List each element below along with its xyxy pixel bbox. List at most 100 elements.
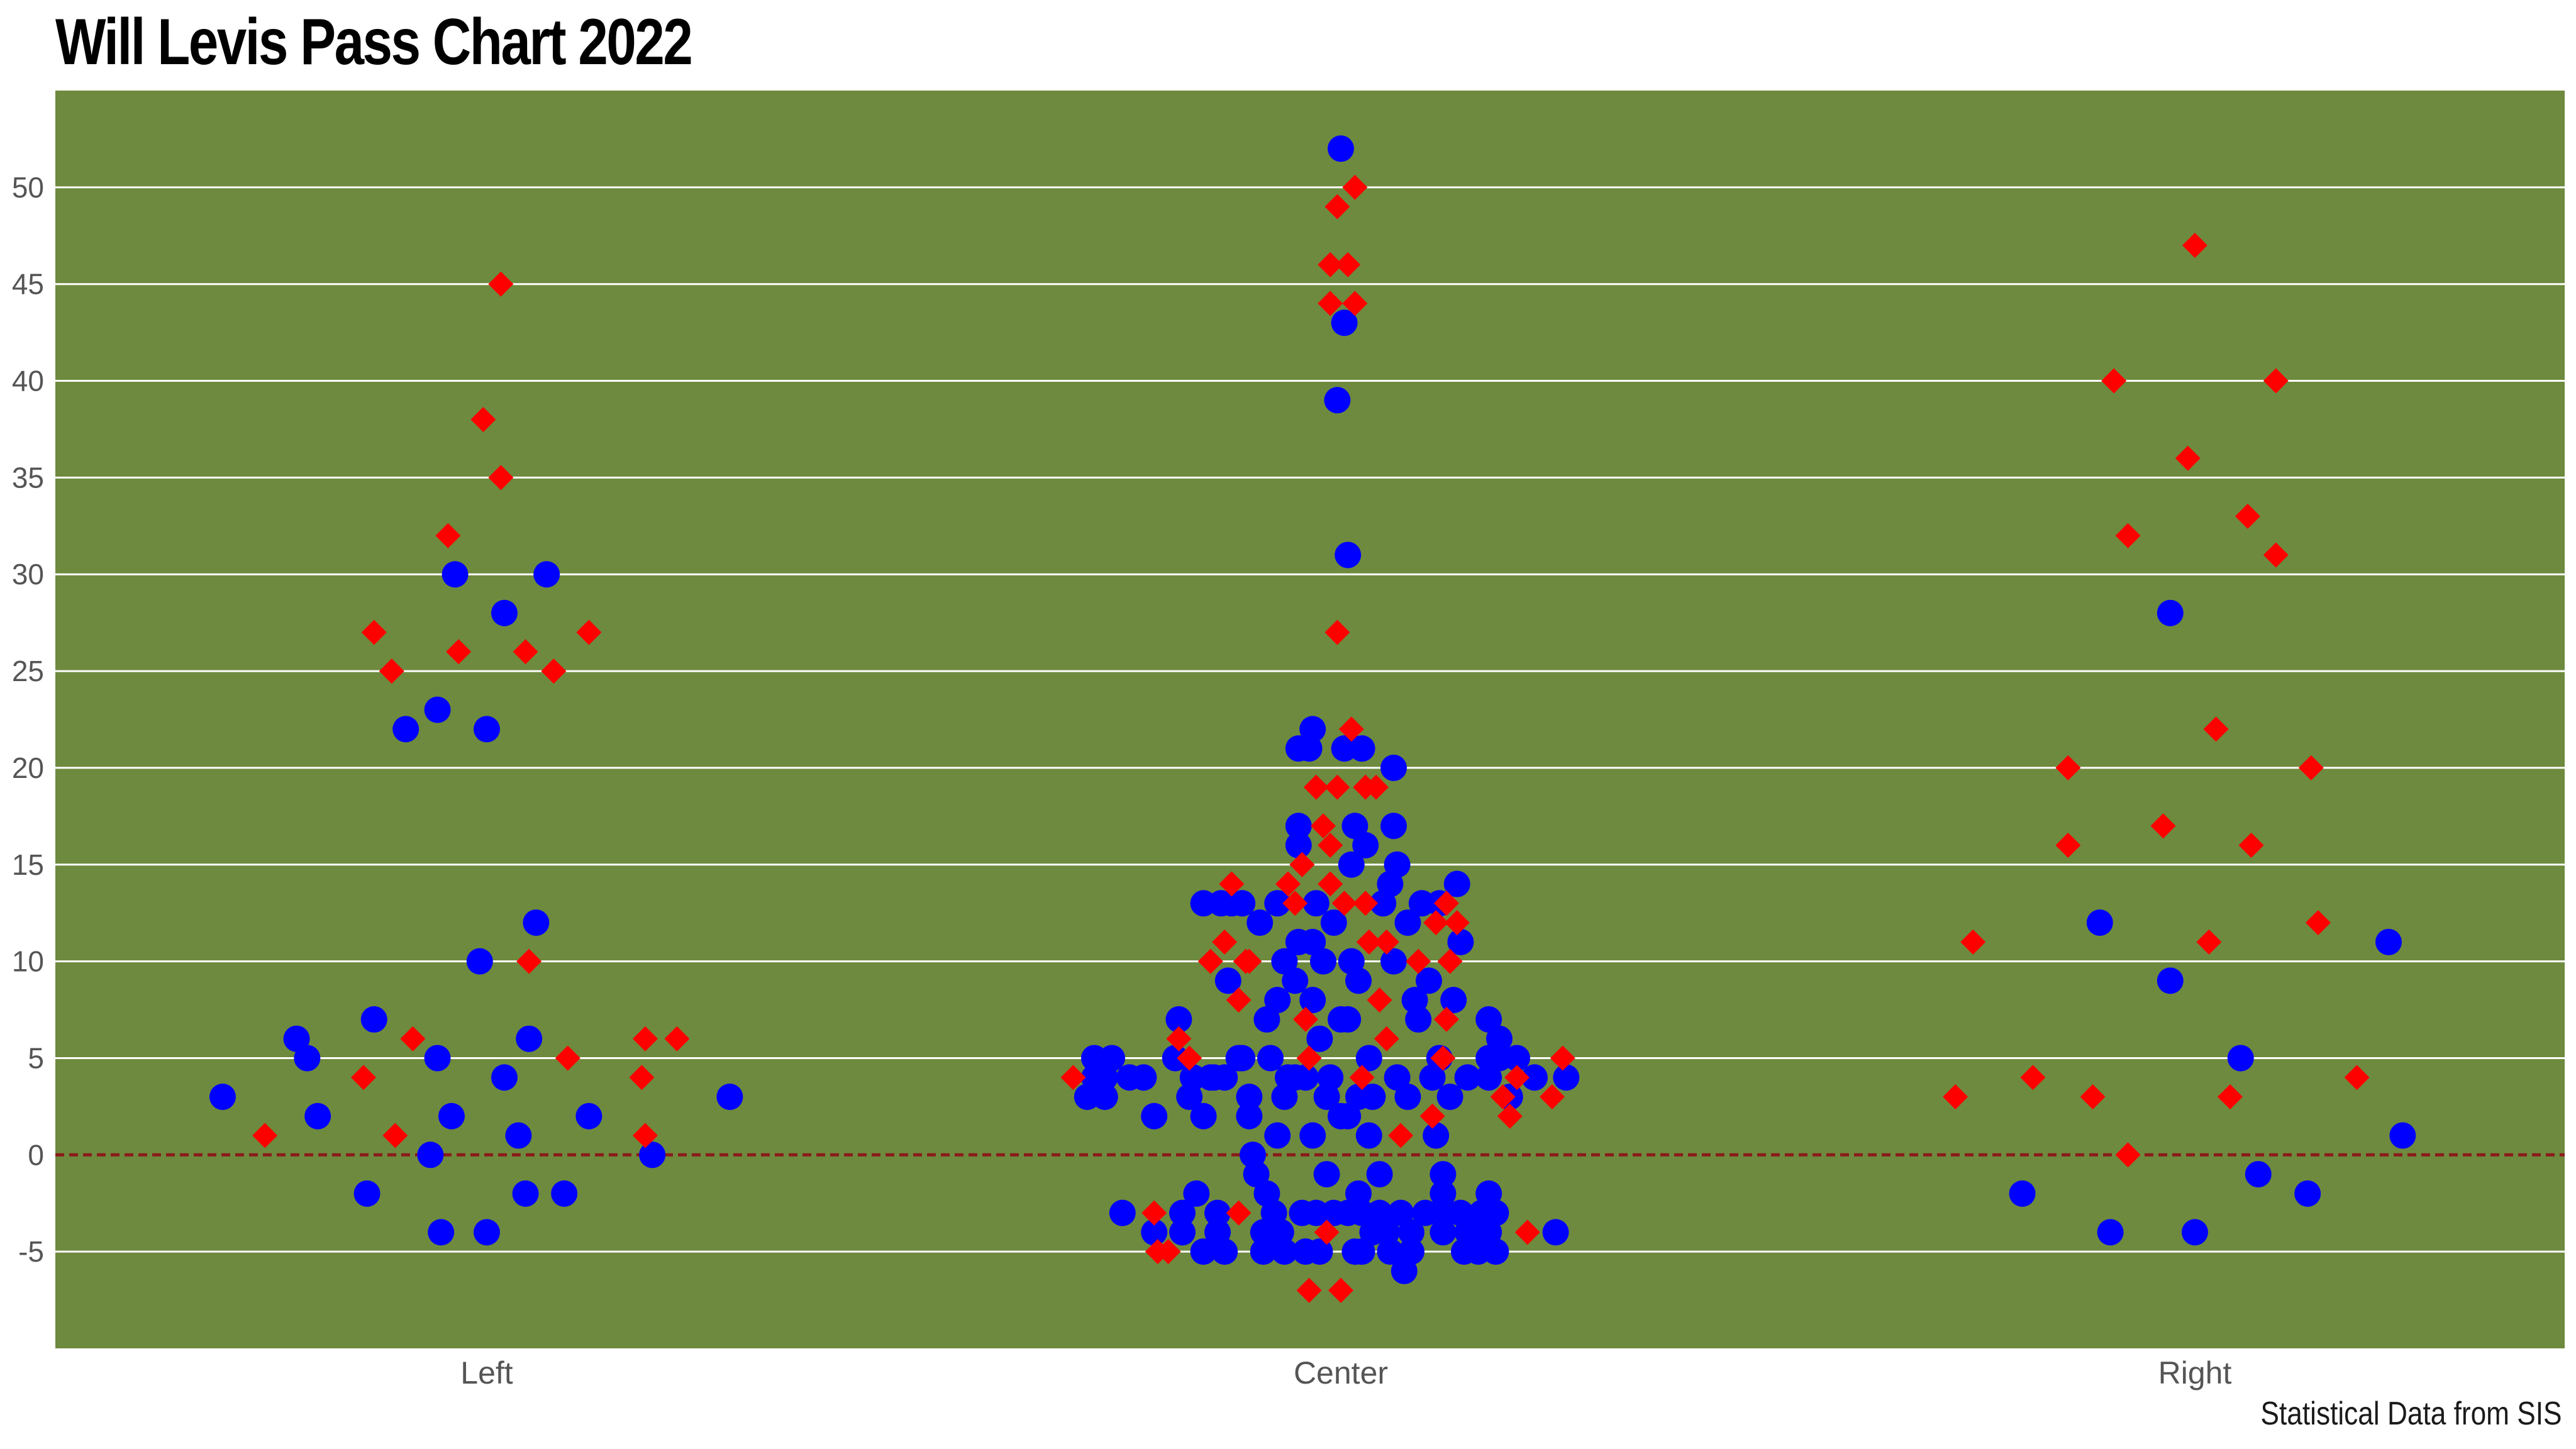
incompletion-point <box>1289 852 1315 877</box>
completion-point <box>2086 909 2113 936</box>
completion-point <box>441 561 469 588</box>
completion-point <box>1352 832 1379 858</box>
incompletion-point <box>576 619 602 645</box>
completion-point <box>1394 909 1421 936</box>
incompletion-point <box>1226 1200 1252 1226</box>
incompletion-point <box>1349 1065 1375 1091</box>
completion-point <box>1348 1238 1375 1265</box>
completion-point <box>392 716 419 743</box>
completion-point <box>1229 1045 1256 1072</box>
completion-point <box>1271 948 1298 975</box>
completion-point <box>417 1141 444 1169</box>
completion-point <box>1306 1238 1333 1265</box>
incompletion-point <box>2263 368 2289 394</box>
y-axis-ticks: -5 0 5 10 15 20 25 30 35 40 45 50 <box>12 171 44 1268</box>
completion-point <box>1542 1219 1569 1246</box>
incompletion-point <box>435 523 461 548</box>
pass-points <box>209 135 2416 1303</box>
completion-point <box>474 1219 500 1246</box>
completion-point <box>505 1122 532 1149</box>
incompletion-point <box>629 1065 655 1091</box>
incompletion-point <box>1212 929 1238 955</box>
incompletion-point <box>2101 368 2127 394</box>
completion-point <box>1355 1045 1382 1072</box>
incompletion-point <box>1342 291 1368 316</box>
incompletion-point <box>1419 1103 1445 1129</box>
completion-point <box>1387 1199 1414 1226</box>
completion-point <box>716 1084 743 1110</box>
incompletion-point <box>2055 755 2081 780</box>
y-tick-label: 30 <box>12 558 44 591</box>
incompletion-point <box>1197 948 1223 974</box>
incompletion-point <box>664 1026 690 1052</box>
y-tick-label: 10 <box>12 945 44 978</box>
completion-point <box>1447 928 1474 955</box>
incompletion-point <box>488 271 514 297</box>
completion-point <box>1380 754 1407 781</box>
incompletion-point <box>2238 833 2264 858</box>
incompletion-point <box>1374 1026 1399 1052</box>
incompletion-point <box>2196 929 2222 955</box>
completion-point <box>1109 1199 1136 1226</box>
completion-point <box>360 1006 387 1033</box>
completion-point <box>1130 1064 1157 1091</box>
incompletion-point <box>633 1026 658 1052</box>
incompletion-point <box>1444 910 1470 936</box>
incompletion-point <box>633 1123 658 1148</box>
incompletion-point <box>2306 910 2331 936</box>
completion-point <box>523 909 550 936</box>
incompletion-point <box>1388 1123 1414 1148</box>
completion-point <box>1341 813 1368 840</box>
completion-point <box>2182 1219 2208 1246</box>
incompletion-point <box>1540 1084 1565 1109</box>
completion-point <box>304 1102 331 1130</box>
incompletion-point <box>1490 1084 1516 1109</box>
completion-point <box>424 1045 451 1072</box>
completion-point <box>1359 1084 1386 1110</box>
incompletion-point <box>555 1045 580 1071</box>
completion-point <box>1285 813 1312 840</box>
incompletion-point <box>1960 929 1986 955</box>
incompletion-point <box>1141 1200 1167 1226</box>
incompletion-point <box>1434 891 1459 916</box>
x-category-label: Right <box>2158 1355 2232 1391</box>
completion-point <box>209 1084 236 1110</box>
incompletion-point <box>2235 503 2260 529</box>
incompletion-point <box>446 639 472 665</box>
completion-point <box>1423 1122 1450 1149</box>
completion-point <box>533 561 560 588</box>
incompletion-point <box>1311 813 1336 839</box>
completion-point <box>466 948 493 975</box>
completion-point <box>1482 1199 1509 1226</box>
completion-point <box>1236 1084 1263 1110</box>
y-tick-label: 25 <box>12 655 44 687</box>
completion-point <box>2009 1180 2036 1207</box>
y-tick-label: -5 <box>18 1235 44 1268</box>
completion-point <box>1436 1084 1463 1110</box>
incompletion-point <box>252 1123 278 1148</box>
incompletion-point <box>1155 1239 1181 1265</box>
incompletion-point <box>2080 1084 2106 1109</box>
completion-point <box>1211 1064 1238 1091</box>
completion-point <box>1162 1045 1189 1072</box>
incompletion-point <box>1328 1277 1353 1303</box>
completion-point <box>1236 1102 1263 1130</box>
completion-point <box>1416 967 1442 994</box>
completion-point <box>1440 987 1467 1014</box>
completion-point <box>353 1180 380 1207</box>
incompletion-point <box>1550 1045 1575 1071</box>
incompletion-point <box>1060 1065 1086 1091</box>
chart-title: Will Levis Pass Chart 2022 <box>55 6 693 79</box>
completion-point <box>1099 1045 1125 1072</box>
completion-point <box>1271 1238 1298 1265</box>
completion-point <box>1302 890 1330 917</box>
completion-point <box>1394 1084 1421 1110</box>
completion-point <box>1313 1161 1340 1188</box>
completion-point <box>1282 967 1309 994</box>
incompletion-point <box>1324 194 1350 219</box>
completion-point <box>1331 309 1358 336</box>
incompletion-point <box>1335 252 1361 277</box>
completion-point <box>1482 1238 1509 1265</box>
completion-point <box>1141 1219 1168 1246</box>
incompletion-point <box>1303 774 1329 800</box>
